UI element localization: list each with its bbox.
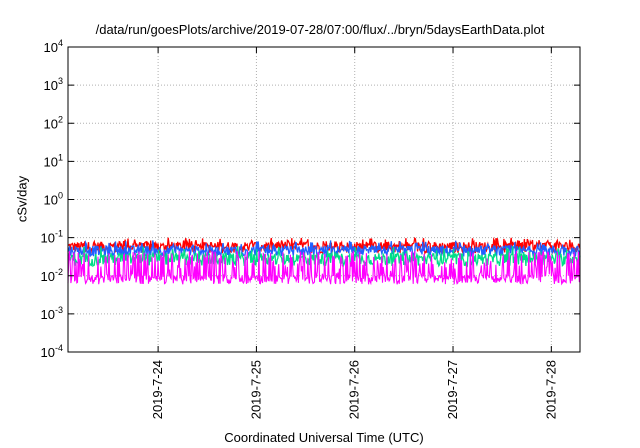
y-tick-label: 100 <box>44 191 63 208</box>
y-tick-label: 102 <box>44 114 63 131</box>
y-tick-label: 101 <box>44 152 63 169</box>
axis-ticks: 10-4 10-3 10-2 10-1 100 101 102 103 104 2019-7-24… <box>41 38 580 419</box>
x-axis-label: Coordinated Universal Time (UTC) <box>224 430 424 445</box>
y-tick-label: 10-4 <box>41 343 63 360</box>
series-layer <box>67 236 581 286</box>
chart-title: /data/run/goesPlots/archive/2019-07-28/0… <box>95 22 545 37</box>
series-line-4 <box>67 249 581 286</box>
y-tick-label: 10-3 <box>41 305 63 322</box>
series-line-2 <box>67 239 581 259</box>
y-tick-label: 103 <box>44 76 63 93</box>
y-axis-label: cSv/day <box>14 175 30 223</box>
x-tick-label: 2019-7-27 <box>445 360 460 419</box>
x-tick-label: 2019-7-25 <box>248 360 263 419</box>
x-tick-label: 2019-7-24 <box>150 360 165 419</box>
y-tick-label: 10-1 <box>41 229 63 246</box>
grid-lines <box>68 47 580 352</box>
y-tick-label: 104 <box>44 38 63 55</box>
y-tick-label: 10-2 <box>41 267 63 284</box>
x-tick-label: 2019-7-26 <box>347 360 362 419</box>
x-tick-label: 2019-7-28 <box>543 360 558 419</box>
